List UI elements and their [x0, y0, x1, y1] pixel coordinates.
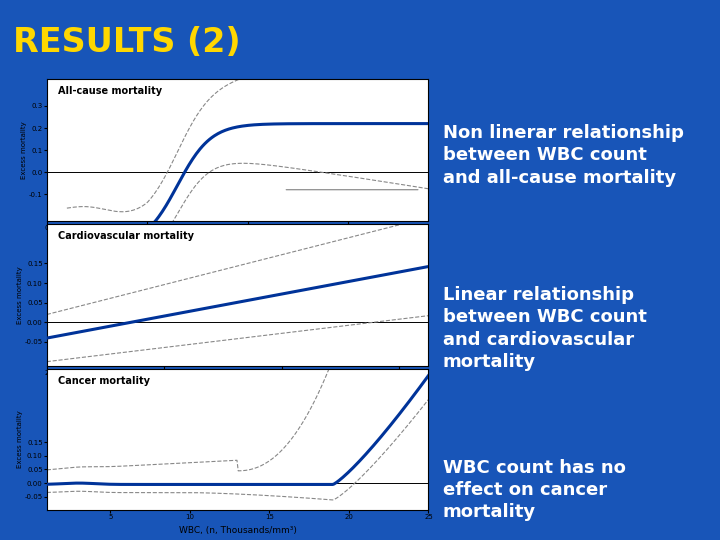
Text: Cardiovascular mortality: Cardiovascular mortality: [58, 231, 194, 241]
Text: WBC, (n, Thousands/mm³): WBC, (n, Thousands/mm³): [179, 525, 297, 535]
Text: All-cause mortality: All-cause mortality: [58, 86, 163, 97]
Text: RESULTS (2): RESULTS (2): [13, 26, 240, 59]
Text: Non linerar relationship
between WBC count
and all-cause mortality: Non linerar relationship between WBC cou…: [443, 124, 684, 187]
Text: WBC count has no
effect on cancer
mortality: WBC count has no effect on cancer mortal…: [443, 459, 626, 522]
Y-axis label: Excess mortality: Excess mortality: [17, 411, 23, 468]
Text: Cancer mortality: Cancer mortality: [58, 376, 150, 386]
Text: Linear relationship
between WBC count
and cardiovascular
mortality: Linear relationship between WBC count an…: [443, 286, 647, 371]
Y-axis label: Excess mortality: Excess mortality: [22, 122, 27, 179]
Y-axis label: Excess mortality: Excess mortality: [17, 266, 23, 323]
